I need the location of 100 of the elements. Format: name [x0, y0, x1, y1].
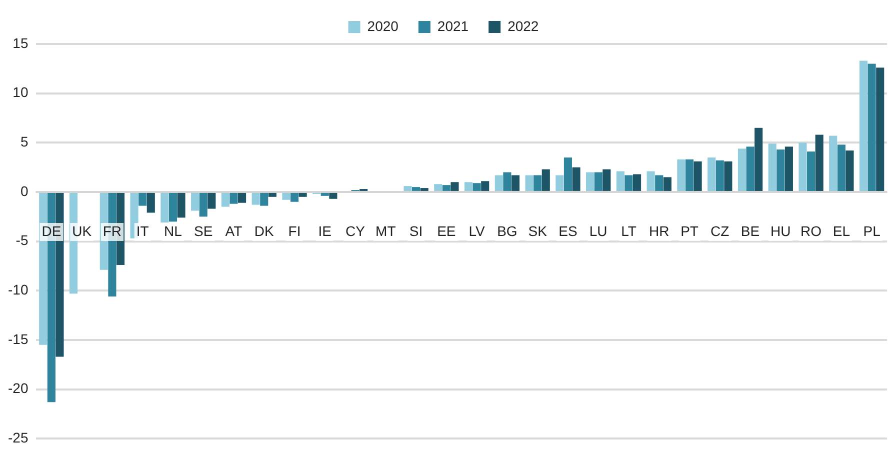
bar: [282, 192, 290, 200]
y-tick-label: 0: [20, 182, 28, 199]
legend-label: 2021: [437, 18, 469, 34]
bar: [221, 192, 230, 207]
bar: [238, 192, 246, 203]
bar: [168, 192, 177, 222]
bar: [798, 142, 807, 191]
bar: [859, 60, 868, 191]
x-tick-label: BG: [497, 222, 518, 239]
bar: [677, 159, 686, 191]
bar: [252, 192, 260, 205]
bar: [199, 192, 208, 217]
bar: [868, 64, 876, 191]
x-tick-label: BE: [740, 222, 760, 239]
bar: [837, 144, 846, 191]
bar: [746, 146, 754, 191]
bar: [160, 192, 169, 223]
y-tick-label: 15: [12, 34, 28, 51]
y-tick-label: -25: [8, 429, 28, 446]
bar: [724, 161, 732, 191]
x-tick-label: PL: [863, 222, 881, 239]
bar: [298, 192, 307, 197]
y-tick-label: 5: [20, 134, 28, 150]
bar: [624, 175, 633, 191]
x-tick-label: ES: [558, 222, 578, 239]
bar: [329, 192, 338, 199]
x-tick-label: EE: [437, 222, 456, 239]
bar: [556, 175, 564, 191]
bar: [829, 136, 838, 191]
bar: [191, 192, 200, 211]
y-tick-label: -20: [8, 380, 28, 396]
legend-label: 2022: [508, 18, 539, 34]
legend-label: 2020: [367, 18, 399, 34]
bar: [784, 146, 793, 191]
y-tick-label: -5: [16, 232, 28, 248]
bar: [594, 172, 602, 191]
x-tick-label: HU: [770, 222, 791, 239]
x-tick-label: LT: [621, 222, 637, 239]
x-tick-label: CY: [346, 222, 366, 239]
x-tick-label: LU: [589, 222, 608, 239]
x-tick-label: UK: [72, 222, 92, 239]
bar: [464, 182, 473, 191]
x-tick-label: EL: [832, 222, 850, 239]
bar: [663, 177, 672, 191]
bar: [525, 175, 534, 191]
x-tick-label: FR: [102, 222, 122, 239]
bar: [846, 150, 854, 191]
bar: [230, 192, 238, 204]
bar: [260, 192, 268, 206]
bar: [434, 184, 442, 191]
x-tick-label: IT: [136, 222, 150, 239]
bar: [685, 159, 694, 191]
bar: [320, 192, 329, 196]
bar: [586, 172, 594, 191]
x-tick-label: SK: [528, 222, 548, 239]
bar: [754, 128, 763, 191]
bar: [534, 175, 542, 191]
x-tick-label: RO: [800, 222, 822, 239]
bar: [481, 181, 490, 191]
bar: [412, 187, 420, 191]
bar: [138, 192, 147, 206]
y-tick-label: -15: [8, 330, 28, 347]
bar: [708, 157, 716, 191]
bar: [807, 152, 816, 191]
y-tick-label: -10: [8, 281, 28, 298]
bar: [146, 192, 155, 213]
x-tick-label: FI: [288, 222, 301, 239]
bar: [876, 68, 884, 191]
bar: [511, 175, 520, 191]
bar: [815, 134, 824, 191]
bar: [655, 175, 664, 191]
x-tick-label: PT: [680, 222, 699, 239]
bar: [494, 175, 503, 191]
x-tick-label: AT: [225, 222, 243, 239]
bar: [290, 192, 299, 202]
bar: [564, 157, 572, 191]
bar: [208, 192, 216, 209]
x-tick-label: HR: [649, 222, 670, 239]
bar: [268, 192, 276, 197]
bar: [442, 185, 450, 191]
x-tick-label: DK: [254, 222, 274, 239]
x-tick-label: CZ: [710, 222, 730, 239]
bar: [646, 171, 655, 191]
bar: [542, 169, 550, 191]
bar: [694, 161, 702, 191]
bar: [177, 192, 186, 218]
x-tick-label: IE: [318, 222, 332, 239]
bar: [738, 148, 746, 191]
bar: [602, 169, 611, 191]
y-tick-label: 10: [12, 84, 28, 100]
bar: [768, 144, 776, 191]
bar: [503, 172, 512, 191]
bar: [572, 167, 580, 191]
x-tick-label: SI: [409, 222, 423, 239]
x-tick-label: NL: [164, 222, 182, 239]
x-tick-label: DE: [42, 222, 62, 239]
bar: [616, 171, 624, 191]
bar: [404, 186, 412, 191]
bar: [776, 150, 785, 191]
bar: [420, 188, 428, 191]
